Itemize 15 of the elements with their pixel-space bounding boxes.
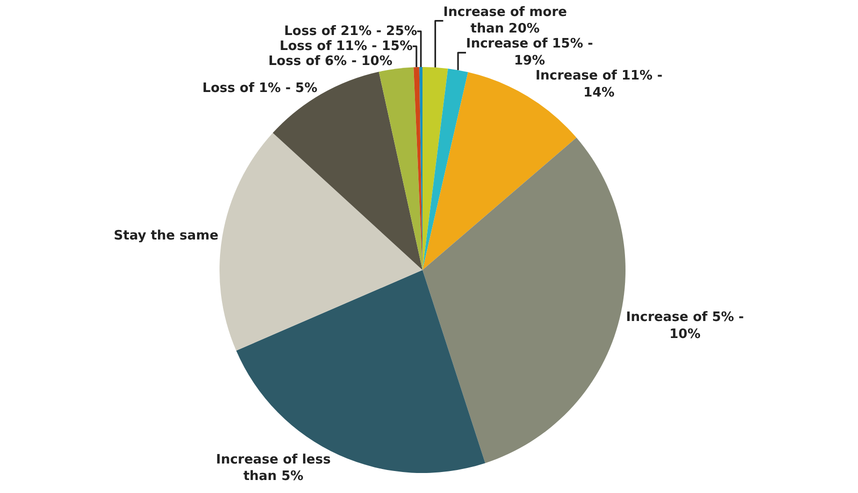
pie-slice: [422, 138, 626, 464]
slice-label: Loss of 21% - 25%: [284, 24, 418, 39]
pie-slice: [378, 67, 422, 270]
slice-label: Loss of 1% - 5%: [202, 81, 318, 96]
slice-label: Loss of 11% - 15%: [280, 38, 413, 54]
slice-label: Stay the same: [114, 228, 219, 244]
slice-label: Increase of 15% - 19%: [466, 36, 594, 69]
slice-label: Increase of 11% - 14%: [535, 68, 662, 101]
slice-label: Increase of less than 5%: [216, 452, 331, 484]
slice-label: Increase of more than 20%: [443, 4, 568, 37]
slice-label: Loss of 6% - 10%: [268, 54, 392, 69]
pie-slice: [422, 67, 448, 270]
slice-label: Increase of 5% - 10%: [626, 310, 744, 342]
pie-slice: [220, 132, 422, 351]
pie-slice: [422, 68, 468, 270]
